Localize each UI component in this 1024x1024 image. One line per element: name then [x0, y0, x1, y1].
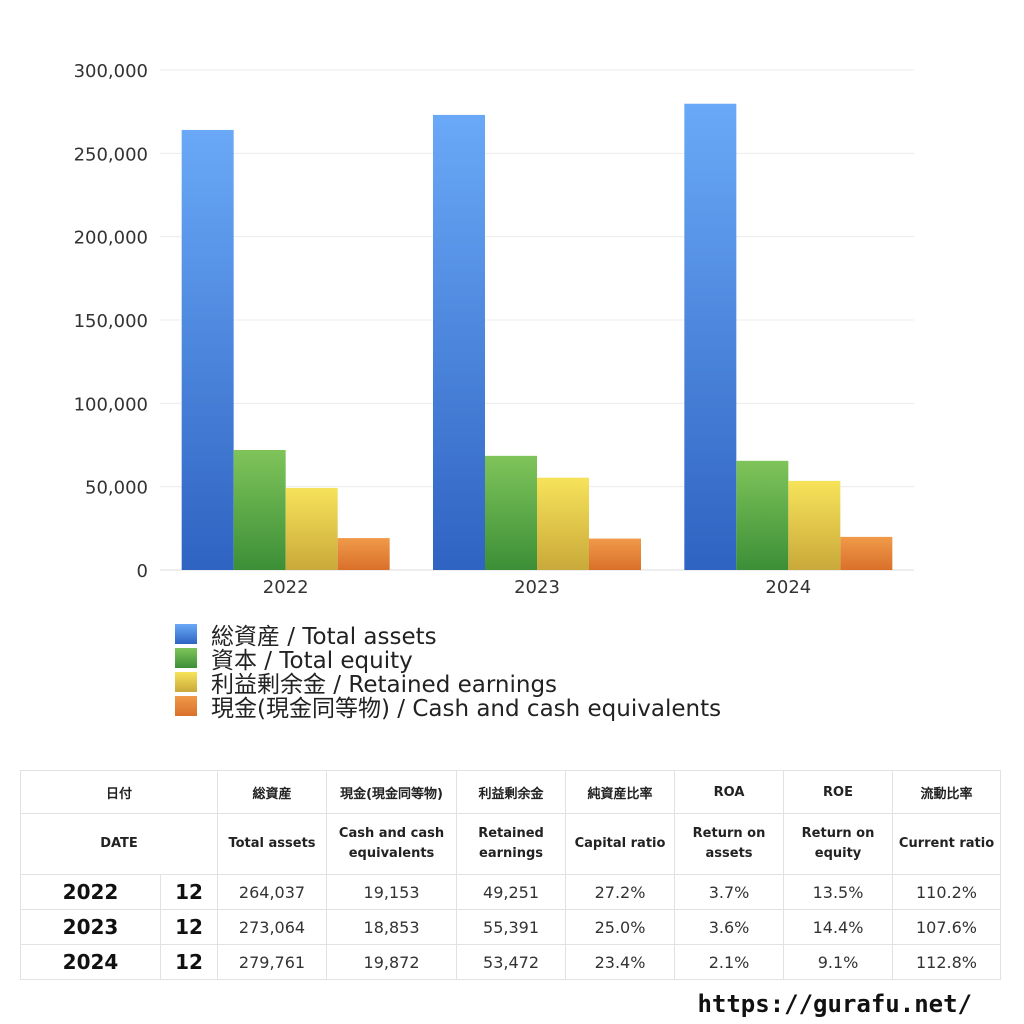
table-header-row-en: DATE Total assets Cash and cash equivale…	[19, 813, 1002, 875]
cell-retained-earnings: 53,472	[456, 944, 567, 980]
y-tick-label: 50,000	[85, 478, 148, 499]
header-cash-en: Cash and cash equivalents	[326, 813, 458, 875]
header-roe-en: Return on equity	[783, 813, 894, 875]
row-year: 2022	[20, 874, 161, 910]
bar-cash-and-cash-equivalents-2024	[840, 536, 893, 570]
bar-total-assets-2024	[684, 103, 737, 571]
bar-total-assets-2022	[181, 129, 234, 570]
cell-retained-earnings: 55,391	[456, 909, 567, 945]
bar-retained-earnings-2024	[788, 480, 841, 570]
row-month: 12	[159, 874, 219, 910]
y-tick-label: 0	[137, 561, 148, 582]
header-retained-earnings-jp: 利益剰余金	[456, 770, 567, 814]
legend-swatch-cash	[175, 696, 197, 716]
cell-current-ratio: 107.6%	[892, 909, 1002, 945]
cell-roa: 3.6%	[674, 909, 785, 945]
header-roa-jp: ROA	[674, 770, 785, 814]
financial-table: 日付 総資産 現金(現金同等物) 利益剰余金 純資産比率 ROA ROE 流動比…	[19, 770, 1002, 980]
header-capital-ratio-jp: 純資産比率	[565, 770, 676, 814]
cell-current-ratio: 112.8%	[892, 944, 1002, 980]
bar-chart: 0 50,000 100,000 150,000 200,000 250,000 300,0…	[74, 61, 914, 598]
header-current-ratio-jp: 流動比率	[892, 770, 1002, 814]
bar-total-equity-2023	[485, 455, 537, 570]
cell-cash: 19,153	[326, 874, 458, 910]
legend-item-total-assets: 総資産 / Total assets	[175, 622, 721, 650]
cell-total-assets: 279,761	[217, 944, 328, 980]
table-row: 2022 12 264,037 19,153 49,251 27.2% 3.7%…	[20, 874, 1002, 910]
cell-retained-earnings: 49,251	[456, 874, 567, 910]
row-month: 12	[159, 944, 219, 980]
cell-capital-ratio: 27.2%	[565, 874, 676, 910]
legend-label-total-equity: 資本 / Total equity	[211, 648, 413, 674]
x-tick-label: 2022	[263, 577, 309, 598]
header-current-ratio-en: Current ratio	[892, 813, 1002, 875]
header-roa-en: Return on assets	[674, 813, 785, 875]
table-header-row-jp: 日付 総資産 現金(現金同等物) 利益剰余金 純資産比率 ROA ROE 流動比…	[19, 770, 1002, 814]
cell-current-ratio: 110.2%	[892, 874, 1002, 910]
header-date-en: DATE	[19, 813, 219, 875]
chart-legend: 総資産 / Total assets 資本 / Total equity 利益剰…	[175, 622, 721, 722]
header-date-jp: 日付	[19, 770, 219, 814]
x-axis-ticks: 2022 2023 2024	[263, 577, 811, 598]
header-capital-ratio-en: Capital ratio	[565, 813, 676, 875]
legend-label-retained-earnings: 利益剰余金 / Retained earnings	[211, 672, 558, 698]
cell-total-assets: 273,064	[217, 909, 328, 945]
y-tick-label: 300,000	[74, 61, 148, 82]
bar-cash-and-cash-equivalents-2023	[589, 538, 641, 570]
bar-total-assets-2023	[433, 114, 485, 570]
bar-retained-earnings-2022	[285, 487, 338, 570]
header-total-assets-en: Total assets	[217, 813, 328, 875]
header-retained-earnings-en: Retained earnings	[456, 813, 567, 875]
footer-url[interactable]: https://gurafu.net/	[697, 990, 972, 1018]
cell-roa: 2.1%	[674, 944, 785, 980]
row-year: 2023	[20, 909, 161, 945]
bar-retained-earnings-2023	[537, 477, 589, 570]
table-row: 2023 12 273,064 18,853 55,391 25.0% 3.6%…	[20, 909, 1002, 945]
legend-swatch-total-equity	[175, 648, 197, 668]
cell-roe: 14.4%	[783, 909, 894, 945]
legend-label-cash: 現金(現金同等物) / Cash and cash equivalents	[211, 696, 722, 722]
legend-label-total-assets: 総資産 / Total assets	[211, 624, 437, 650]
legend-item-retained-earnings: 利益剰余金 / Retained earnings	[175, 670, 721, 698]
legend-swatch-retained-earnings	[175, 672, 197, 692]
cell-capital-ratio: 25.0%	[565, 909, 676, 945]
y-tick-label: 200,000	[74, 228, 148, 249]
row-month: 12	[159, 909, 219, 945]
header-cash-jp: 現金(現金同等物)	[326, 770, 458, 814]
bar-cash-and-cash-equivalents-2022	[337, 538, 390, 570]
y-tick-label: 150,000	[74, 311, 148, 332]
header-total-assets-jp: 総資産	[217, 770, 328, 814]
cell-roa: 3.7%	[674, 874, 785, 910]
cell-total-assets: 264,037	[217, 874, 328, 910]
bars	[181, 103, 893, 571]
y-axis-ticks: 0 50,000 100,000 150,000 200,000 250,000 300,0…	[74, 61, 148, 582]
table-row: 2024 12 279,761 19,872 53,472 23.4% 2.1%…	[20, 944, 1002, 980]
legend-swatch-total-assets	[175, 624, 197, 644]
y-tick-label: 250,000	[74, 144, 148, 165]
cell-capital-ratio: 23.4%	[565, 944, 676, 980]
header-roe-jp: ROE	[783, 770, 894, 814]
x-tick-label: 2023	[514, 577, 560, 598]
row-year: 2024	[20, 944, 161, 980]
cell-cash: 19,872	[326, 944, 458, 980]
x-tick-label: 2024	[765, 577, 811, 598]
legend-item-total-equity: 資本 / Total equity	[175, 646, 721, 674]
legend-item-cash: 現金(現金同等物) / Cash and cash equivalents	[175, 694, 721, 722]
cell-roe: 9.1%	[783, 944, 894, 980]
bar-total-equity-2022	[233, 450, 286, 570]
cell-cash: 18,853	[326, 909, 458, 945]
bar-total-equity-2024	[736, 460, 789, 570]
cell-roe: 13.5%	[783, 874, 894, 910]
y-tick-label: 100,000	[74, 394, 148, 415]
